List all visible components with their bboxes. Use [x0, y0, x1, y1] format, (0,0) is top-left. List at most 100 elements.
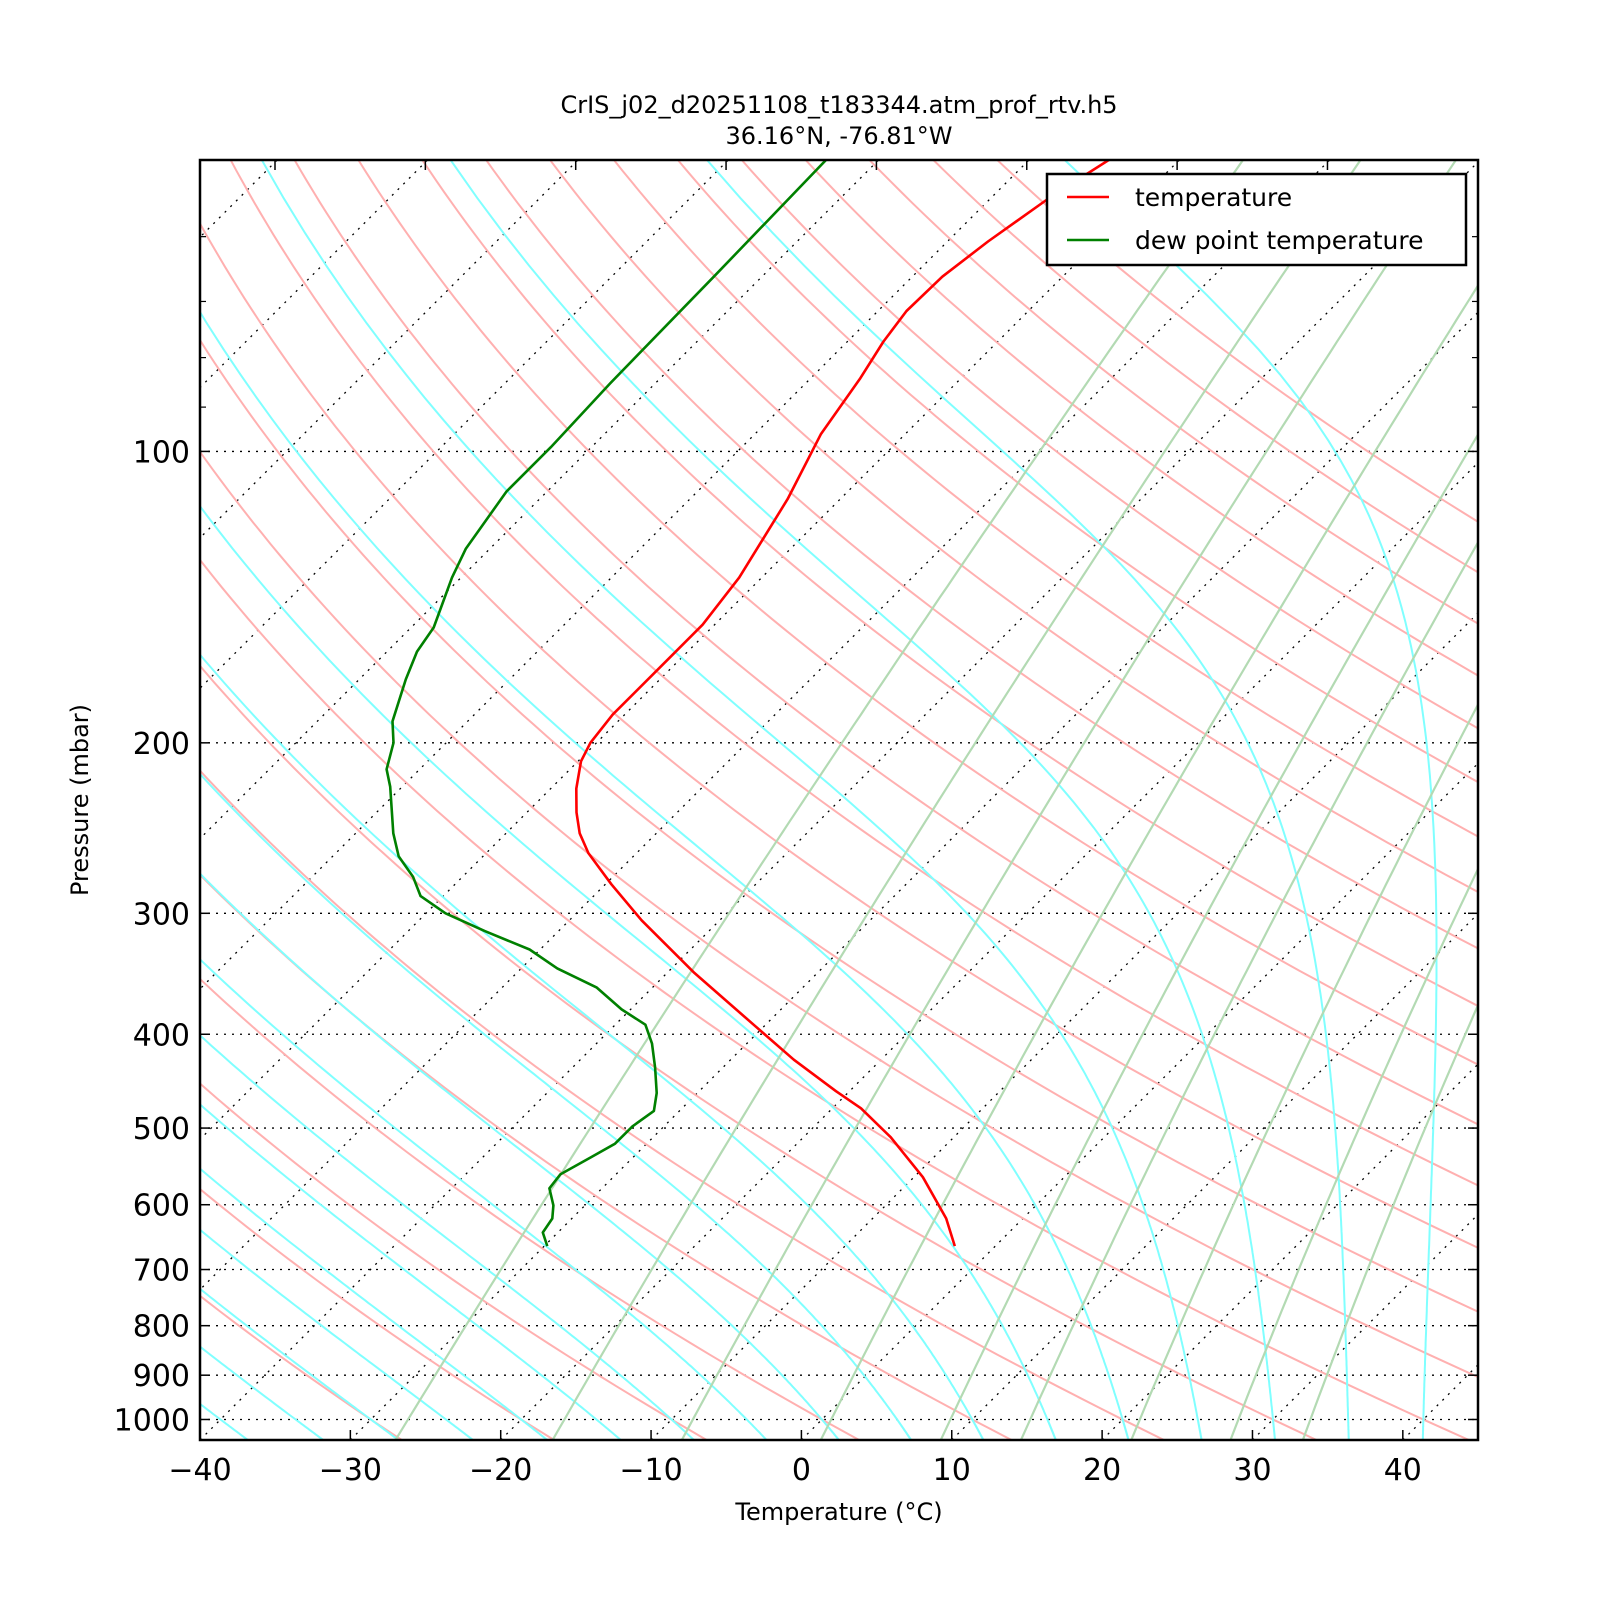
moist-adiabat-line	[200, 1287, 400, 1440]
mixing-ratio-line	[1301, 1002, 1478, 1440]
mixing-ratio-line	[939, 432, 1478, 1440]
isotherm-line	[200, 160, 1030, 990]
dry-adiabat-line	[357, 160, 1478, 1066]
dry-adiabat-line	[200, 338, 1478, 1313]
isotherm-line	[1101, 1063, 1478, 1440]
isotherm-line	[200, 160, 1331, 1291]
dry-adiabat-line	[485, 160, 1478, 950]
dry-adiabat-line	[200, 1187, 555, 1440]
dry-adiabat-line	[200, 1082, 708, 1440]
dry-adiabat-line	[200, 664, 1317, 1440]
x-tick-label: 30	[1233, 1453, 1271, 1488]
x-axis-label: Temperature (°C)	[734, 1498, 942, 1526]
isotherm-line	[349, 311, 1478, 1440]
moist-adiabat-line	[200, 1345, 324, 1440]
dry-adiabat-line	[804, 160, 1478, 677]
moist-adiabat-line	[200, 1167, 548, 1440]
dry-adiabat-line	[549, 160, 1478, 894]
x-tick-label: 0	[792, 1453, 811, 1488]
y-tick-label: 200	[133, 727, 190, 762]
y-tick-label: 900	[133, 1359, 190, 1394]
dry-adiabat-line	[200, 873, 1012, 1440]
dry-adiabat-line	[200, 769, 1165, 1440]
y-tick-label: 600	[133, 1189, 190, 1224]
dry-adiabat-line	[200, 221, 1478, 1249]
reference-lines	[0, 160, 1600, 1440]
mixing-ratio-line	[1130, 702, 1478, 1440]
moist-adiabat-line	[706, 160, 1350, 1440]
isotherm-line	[1553, 160, 1600, 1440]
y-tick-label: 700	[133, 1254, 190, 1289]
legend: temperature dew point temperature	[1045, 172, 1468, 267]
data-series	[385, 160, 1112, 1247]
isotherm-line	[200, 160, 278, 239]
moist-adiabat-line	[200, 1402, 249, 1440]
x-tick-label: −30	[319, 1453, 382, 1488]
chart-title: CrIS_j02_d20251108_t183344.atm_prof_rtv.…	[560, 91, 1117, 119]
dry-adiabat-line	[200, 558, 1470, 1440]
dry-adiabat-line	[868, 160, 1478, 625]
mixing-ratio-line	[1229, 866, 1478, 1440]
isotherm-line	[0, 160, 127, 1440]
moist-adiabat-line	[1497, 160, 1577, 1440]
moist-adiabat-line	[200, 872, 840, 1440]
y-tick-label: 100	[133, 435, 190, 470]
y-tick-label: 300	[133, 897, 190, 932]
dry-adiabat-line	[200, 450, 1478, 1379]
x-tick-label: −40	[168, 1453, 231, 1488]
moist-adiabat-line	[200, 653, 985, 1440]
isotherm-line	[1252, 1213, 1478, 1440]
moist-adiabat-line	[200, 504, 1057, 1440]
isotherm-line	[200, 160, 1180, 1141]
dry-adiabat-line	[200, 977, 860, 1440]
dry-adiabat-line	[932, 160, 1478, 574]
legend-label-temperature: temperature	[1135, 183, 1292, 212]
dry-adiabat-line	[229, 160, 1478, 1187]
dry-adiabat-line	[677, 160, 1478, 784]
dry-adiabat-line	[613, 160, 1478, 838]
moist-adiabat-line	[200, 310, 1130, 1440]
dry-adiabat-line	[996, 160, 1478, 524]
moist-adiabat-line	[200, 958, 768, 1440]
y-tick-label: 800	[133, 1310, 190, 1345]
y-tick-label: 500	[133, 1112, 190, 1147]
x-tick-label: −20	[469, 1453, 532, 1488]
isotherm-line	[200, 160, 428, 389]
moist-adiabat-line	[449, 160, 1276, 1440]
dry-adiabat-line	[421, 160, 1478, 1008]
x-tick-label: −10	[619, 1453, 682, 1488]
mixing-ratio-line	[680, 160, 1457, 1440]
isotherm-line	[650, 612, 1478, 1440]
mixing-ratio-line	[1019, 540, 1478, 1440]
y-tick-label: 1000	[114, 1403, 190, 1438]
moist-adiabat-line	[1064, 160, 1438, 1440]
axis-ticks: −40 −30 −20 −10 0 10 20 30 40 100 200 300 400 500 600 7…	[114, 160, 1479, 1488]
moist-adiabat-line	[200, 1103, 622, 1440]
x-tick-label: 10	[933, 1453, 971, 1488]
plot-frame	[198, 158, 1480, 1442]
dry-adiabat-line	[293, 160, 1478, 1126]
moist-adiabat-line	[260, 160, 1203, 1440]
dry-adiabat-line	[741, 160, 1478, 730]
mixing-ratio-line	[551, 160, 1362, 1440]
x-tick-label: 40	[1384, 1453, 1422, 1488]
x-tick-label: 20	[1083, 1453, 1121, 1488]
isotherm-line	[200, 160, 880, 840]
moist-adiabat-line	[200, 1228, 474, 1440]
isotherm-line	[800, 762, 1478, 1440]
dew-point-line	[385, 160, 827, 1247]
mixing-ratio-line	[394, 160, 1244, 1440]
moist-adiabat-line	[200, 1033, 695, 1440]
y-tick-label: 400	[133, 1018, 190, 1053]
isotherm-line	[200, 160, 729, 690]
temperature-line	[574, 160, 1112, 1247]
legend-box	[1045, 172, 1468, 267]
isotherm-line	[500, 461, 1478, 1440]
legend-label-dewpoint: dew point temperature	[1135, 226, 1424, 255]
isotherm-line	[200, 161, 1478, 1440]
mixing-ratio-line	[819, 283, 1478, 1440]
chart-subtitle: 36.16°N, -76.81°W	[725, 122, 952, 150]
y-axis-label: Pressure (mbar)	[66, 704, 94, 896]
moist-adiabat-line	[200, 772, 913, 1440]
